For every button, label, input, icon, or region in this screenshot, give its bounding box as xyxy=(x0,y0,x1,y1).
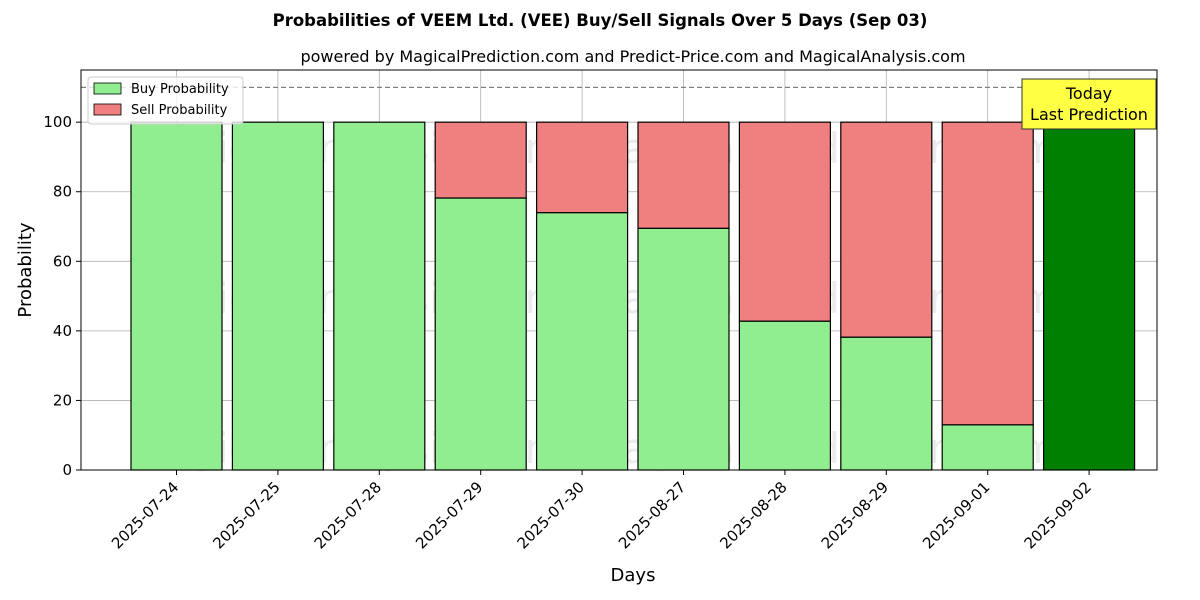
x-axis-label: Days xyxy=(611,565,656,586)
bar-buy xyxy=(738,320,832,471)
y-tick-label: 40 xyxy=(53,322,72,340)
x-tick-label: 2025-07-28 xyxy=(311,478,385,552)
x-tick-label: 2025-07-30 xyxy=(514,478,588,552)
x-tick-label: 2025-08-28 xyxy=(716,478,790,552)
y-tick-label: 100 xyxy=(43,113,72,131)
legend-swatch-buy xyxy=(93,82,122,95)
bar-sell xyxy=(738,121,832,322)
annotation-box xyxy=(1021,78,1157,130)
legend-frame xyxy=(87,76,244,125)
legend-swatch-sell xyxy=(93,103,122,116)
bar-buy xyxy=(941,424,1034,471)
bar-sell xyxy=(434,121,527,199)
bar-sell xyxy=(535,121,629,214)
bar-buy xyxy=(840,336,933,471)
y-tick-label: 20 xyxy=(53,391,72,409)
legend: Buy Probability Sell Probability xyxy=(87,76,244,125)
chart-subtitle: powered by MagicalPrediction.com and Pre… xyxy=(300,47,965,66)
x-tick-label: 2025-09-02 xyxy=(1021,478,1095,552)
legend-label-buy: Buy Probability xyxy=(131,82,229,97)
x-tick-label: 2025-09-01 xyxy=(919,478,993,552)
bar-buy xyxy=(535,212,629,471)
x-tick-label: 2025-07-29 xyxy=(412,478,486,552)
bar-buy xyxy=(231,121,324,471)
y-tick-label: 80 xyxy=(53,183,72,201)
bar-sell xyxy=(840,121,933,338)
x-tick-label: 2025-08-29 xyxy=(818,478,892,552)
y-tick-label: 60 xyxy=(53,252,72,270)
annotation-line-2: Last Prediction xyxy=(1030,105,1148,124)
x-axis-ticks: 2025-07-24 2025-07-25 2025-07-28 2025-07-29… xyxy=(108,470,1095,552)
chart-title: Probabilities of VEEM Ltd. (VEE) Buy/Sel… xyxy=(273,11,928,30)
bar-buy xyxy=(333,121,426,471)
bar-buy xyxy=(130,121,223,471)
bar-buy xyxy=(637,227,730,471)
bar-sell xyxy=(637,121,730,229)
today-annotation: Today Last Prediction xyxy=(1021,78,1157,130)
y-axis-ticks: 0 20 40 60 80 100 xyxy=(43,113,81,479)
legend-label-sell: Sell Probability xyxy=(131,103,228,118)
bar-sell xyxy=(941,121,1034,426)
plot-frame xyxy=(80,69,1158,471)
annotation-line-1: Today xyxy=(1065,84,1112,103)
x-tick-label: 2025-07-25 xyxy=(209,478,283,552)
bars xyxy=(130,121,1136,471)
y-axis-label: Probability xyxy=(15,222,36,317)
x-tick-label: 2025-07-24 xyxy=(108,478,182,552)
x-tick-label: 2025-08-27 xyxy=(615,478,689,552)
y-tick-label: 0 xyxy=(62,461,72,479)
bar-buy xyxy=(1042,121,1136,471)
bar-buy xyxy=(434,197,527,471)
